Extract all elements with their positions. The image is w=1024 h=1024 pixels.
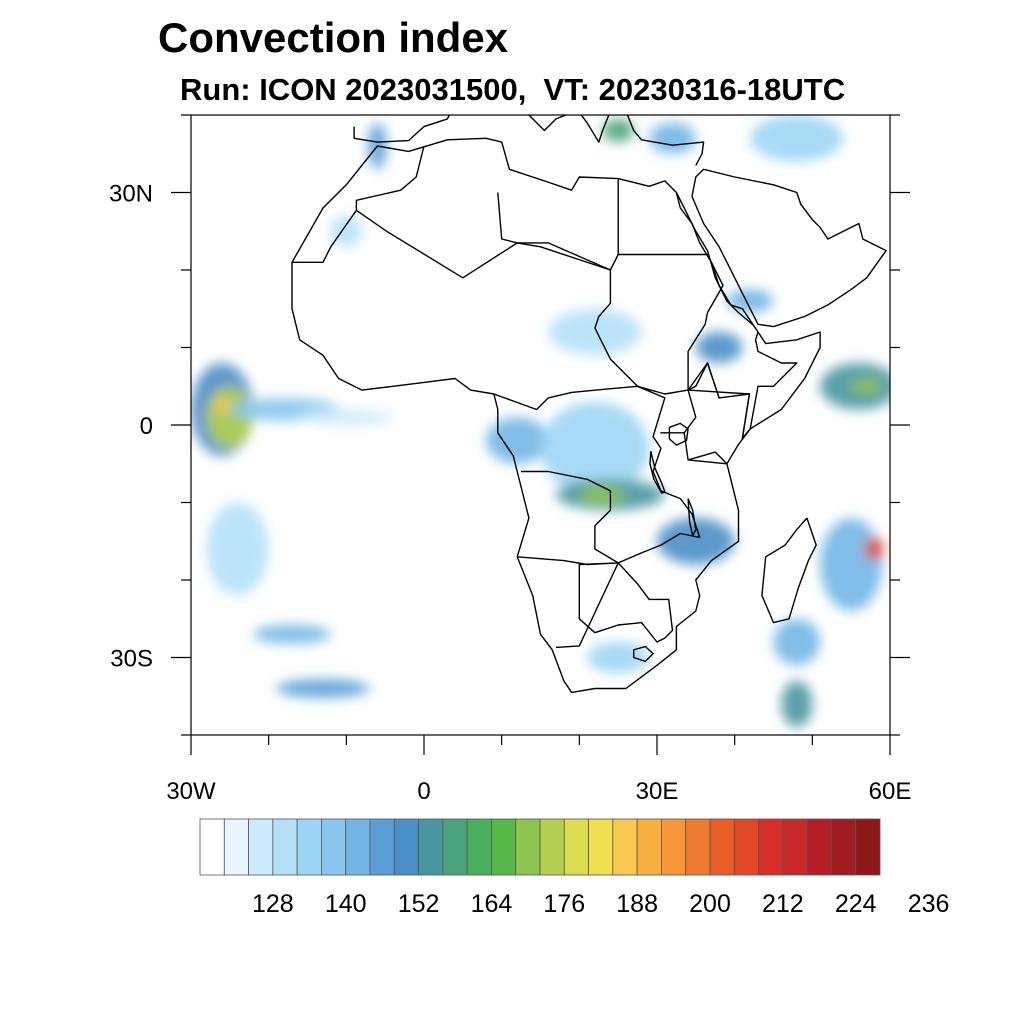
- colorbar-label: 152: [398, 890, 440, 918]
- colorbar-swatch: [612, 818, 638, 876]
- convection-area: [649, 122, 696, 154]
- border-sahara-borders: [355, 145, 425, 211]
- colorbar-label: 140: [325, 890, 367, 918]
- y-tick-label: 30N: [109, 181, 153, 208]
- convection-area: [253, 624, 331, 644]
- border-madagascar: [761, 517, 817, 624]
- colorbar-swatch: [272, 818, 298, 876]
- x-tick-label: 0: [417, 778, 430, 805]
- convection-field: [191, 115, 890, 728]
- border-africa-coastline: [291, 137, 821, 694]
- colorbar-swatch: [223, 818, 249, 876]
- colorbar-label: 200: [689, 890, 731, 918]
- colorbar-swatch: [709, 818, 735, 876]
- colorbar-label: 212: [762, 890, 804, 918]
- convection-area: [865, 537, 884, 561]
- border-libya-egypt: [497, 179, 709, 271]
- colorbar-swatch: [345, 818, 371, 876]
- colorbar-swatch: [563, 818, 589, 876]
- x-tick-label: 30E: [636, 778, 679, 805]
- colorbar-swatch: [491, 818, 517, 876]
- border-southern-africa: [517, 556, 674, 649]
- colorbar-swatch: [369, 818, 395, 876]
- colorbar-swatch: [466, 818, 492, 876]
- colorbar-label: 236: [908, 890, 950, 918]
- colorbar-label: 188: [616, 890, 658, 918]
- convection-area: [214, 397, 230, 414]
- border-horn-borders: [687, 254, 724, 399]
- colorbar-swatch: [515, 818, 541, 876]
- convection-area: [579, 485, 626, 505]
- colorbar-label: 128: [252, 890, 294, 918]
- colorbar-swatch: [588, 818, 614, 876]
- country-borders: [291, 115, 887, 694]
- colorbar-swatch: [758, 818, 784, 876]
- colorbar-swatch: [321, 818, 347, 876]
- border-west-africa-borders: [292, 209, 751, 439]
- colorbar-label: 164: [471, 890, 513, 918]
- y-tick-label: 0: [140, 413, 153, 440]
- colorbar-swatch: [418, 818, 444, 876]
- colorbar-swatch: [296, 818, 322, 876]
- colorbar-swatch: [248, 818, 274, 876]
- colorbar-swatch: [782, 818, 808, 876]
- convection-area: [773, 618, 821, 666]
- border-lake-victoria: [668, 422, 689, 446]
- y-tick-label: 30S: [110, 646, 153, 673]
- colorbar: 128 140 152 164 176 188 200 212 224 236: [199, 818, 950, 918]
- border-lake-tanganyika: [649, 451, 666, 494]
- colorbar-swatch: [539, 818, 565, 876]
- convection-area: [851, 378, 883, 394]
- convection-area: [602, 118, 634, 143]
- colorbar-swatch: [442, 818, 468, 876]
- colorbar-label: 176: [543, 890, 585, 918]
- colorbar-swatch: [661, 818, 687, 876]
- colorbar-swatch: [831, 818, 857, 876]
- convection-area: [330, 215, 362, 247]
- border-arabia: [691, 168, 887, 328]
- convection-area: [276, 679, 370, 698]
- axis-ticks: 30W 0 30E 60E 30N 0 30S: [109, 114, 912, 805]
- colorbar-label: 224: [835, 890, 877, 918]
- colorbar-swatch: [733, 818, 759, 876]
- convection-area: [820, 518, 883, 611]
- convection-area: [781, 680, 813, 728]
- convection-area: [548, 308, 642, 356]
- convection-area: [695, 332, 743, 363]
- colorbar-swatch: [685, 818, 711, 876]
- colorbar-swatch: [636, 818, 662, 876]
- convection-area: [486, 417, 549, 464]
- border-europe-coast: [353, 115, 705, 166]
- convection-area: [657, 518, 735, 565]
- convection-area: [587, 642, 650, 673]
- convection-area: [299, 409, 393, 425]
- chart-subtitle: Run: ICON 2023031500, VT: 20230316-18UTC: [180, 72, 846, 107]
- chart-title: Convection index: [158, 14, 509, 61]
- x-tick-label: 60E: [869, 778, 912, 805]
- border-red-sea-coast: [675, 192, 755, 327]
- border-lake-malawi: [687, 498, 697, 537]
- border-central-africa: [493, 385, 701, 564]
- colorbar-swatch: [393, 818, 419, 876]
- convection-area: [206, 502, 269, 596]
- convection-area: [750, 115, 844, 162]
- colorbar-swatch: [199, 818, 225, 876]
- convection-area: [540, 401, 650, 495]
- x-tick-label: 30W: [166, 778, 216, 805]
- colorbar-swatch: [806, 818, 832, 876]
- colorbar-swatch: [855, 818, 881, 876]
- border-lesotho: [633, 645, 654, 663]
